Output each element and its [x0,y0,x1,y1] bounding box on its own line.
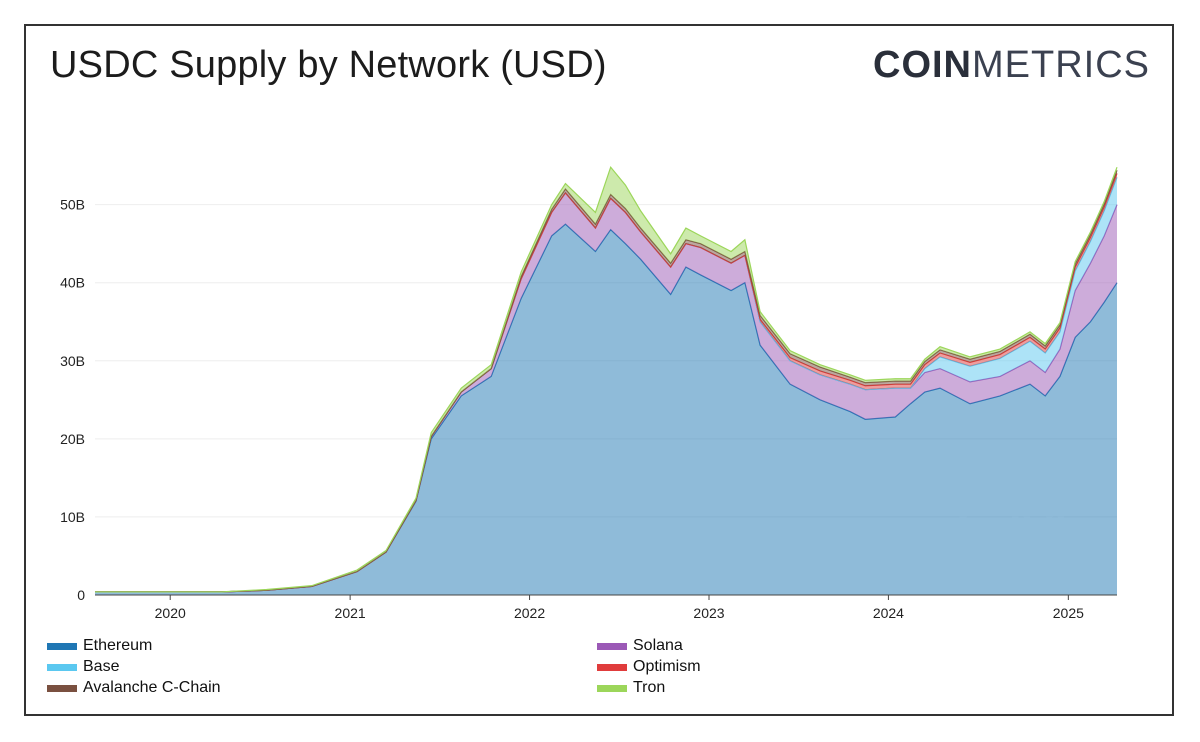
x-tick-label: 2020 [155,605,186,621]
legend-swatch [597,684,627,692]
area-avalanche-c-chain [95,170,1117,592]
legend-swatch [47,642,77,650]
legend-item[interactable]: Base [47,657,119,677]
logo-text-light: METRICS [972,44,1150,86]
legend-label: Solana [633,637,683,654]
legend-label: Optimism [633,658,701,675]
y-tick-label: 20B [60,431,85,447]
y-tick-label: 10B [60,509,85,525]
legend-label: Avalanche C-Chain [83,679,221,696]
legend-item[interactable]: Solana [597,636,683,656]
legend-item[interactable]: Optimism [597,657,701,677]
legend-swatch [597,642,627,650]
legend-swatch [47,684,77,692]
y-tick-label: 30B [60,353,85,369]
legend-swatch [597,663,627,671]
x-tick-label: 2024 [873,605,904,621]
x-tick-label: 2023 [693,605,724,621]
legend-item[interactable]: Ethereum [47,636,152,656]
x-tick-label: 2022 [514,605,545,621]
legend-label: Tron [633,679,666,696]
area-solana [95,192,1117,592]
y-tick-label: 50B [60,197,85,213]
legend-label: Base [83,658,120,675]
legend-item[interactable]: Tron [597,678,665,698]
legend-label: Ethereum [83,637,153,654]
legend-swatch [47,663,77,671]
x-tick-label: 2021 [335,605,366,621]
legend-item[interactable]: Avalanche C-Chain [47,678,221,698]
y-tick-label: 0 [77,587,85,603]
logo-text-bold: COIN [873,44,972,86]
coinmetrics-logo: COINMETRICS [873,44,1150,87]
y-tick-label: 40B [60,275,85,291]
chart-title: USDC Supply by Network (USD) [50,44,607,86]
line-tron [95,165,1118,593]
area-ethereum [95,224,1117,595]
x-tick-label: 2025 [1053,605,1084,621]
area-optimism [95,173,1117,592]
